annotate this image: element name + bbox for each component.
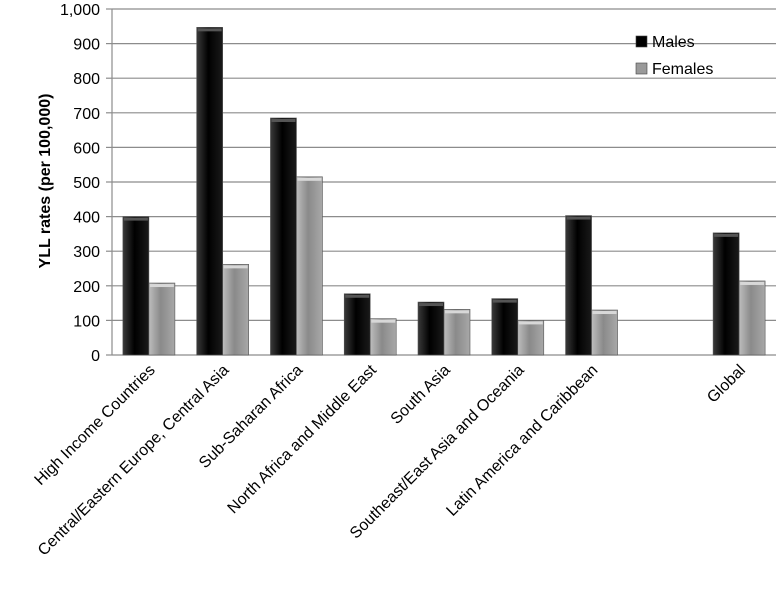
bar-females	[148, 282, 176, 356]
bar-males	[565, 215, 592, 356]
bars	[122, 27, 766, 356]
bar-males	[491, 298, 519, 356]
bar-males	[196, 27, 223, 356]
bar-males	[417, 301, 445, 356]
bar-females	[369, 318, 397, 356]
bar-males	[343, 293, 371, 356]
y-tick-label: 200	[73, 279, 100, 296]
bar-males-cap	[123, 217, 148, 221]
bar-females-cap	[223, 265, 248, 269]
x-tick-label: Latin America and Caribbean	[443, 362, 601, 520]
bar-females	[296, 176, 323, 356]
legend-swatch	[635, 35, 648, 48]
bar-females	[222, 264, 249, 356]
x-tick-label: High Income Countries	[32, 362, 159, 489]
bar-females	[517, 320, 545, 356]
bar-males-cap	[345, 294, 370, 298]
bar-males	[270, 117, 297, 356]
y-tick-label: 1,000	[60, 2, 100, 19]
bar-males	[122, 216, 150, 356]
bar-females-cap	[445, 310, 469, 314]
y-tick-label: 100	[73, 313, 100, 330]
bar-females-cap	[740, 281, 765, 285]
axes: 0 100 200 300 400 500 600 700 800 900 1,000	[60, 2, 776, 365]
y-axis-label: YLL rates (per 100,000)	[37, 94, 54, 269]
bar-females-cap	[149, 284, 174, 288]
y-tick-label: 600	[73, 140, 100, 157]
bar-females-cap	[592, 311, 617, 315]
bar-females-cap	[297, 177, 322, 181]
x-tick-label: Global	[704, 362, 749, 407]
y-tick-label: 0	[91, 348, 100, 365]
bar-males-cap	[714, 233, 739, 237]
bar-females-cap	[518, 321, 543, 325]
y-tick-label: 300	[73, 244, 100, 261]
bar-males-cap	[197, 28, 222, 32]
legend-swatch	[635, 62, 648, 75]
y-tick-label: 400	[73, 210, 100, 227]
y-tick-label: 800	[73, 71, 100, 88]
bar-males-cap	[492, 299, 517, 303]
x-tick-label: South Asia	[388, 362, 454, 428]
bar-males-cap	[271, 118, 296, 122]
y-tick-label: 500	[73, 175, 100, 192]
bar-females	[591, 309, 618, 356]
legend-label: Females	[652, 61, 713, 78]
legend-label: Males	[652, 34, 695, 51]
y-tick-label: 900	[73, 37, 100, 54]
bar-males	[712, 232, 740, 356]
legend: Males Females	[635, 34, 713, 78]
x-tick-label: North Africa and Middle East	[225, 361, 381, 517]
bar-males-cap	[566, 216, 591, 220]
bar-females	[443, 309, 471, 356]
y-tick-label: 700	[73, 106, 100, 123]
bar-males-cap	[419, 303, 443, 307]
bar-females	[738, 280, 766, 356]
bar-females-cap	[371, 319, 396, 323]
